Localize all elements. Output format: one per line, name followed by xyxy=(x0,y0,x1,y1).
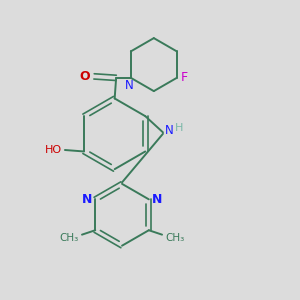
Text: CH₃: CH₃ xyxy=(60,232,79,243)
Text: H: H xyxy=(175,123,184,133)
Text: HO: HO xyxy=(45,145,62,155)
Text: O: O xyxy=(79,70,90,83)
Text: CH₃: CH₃ xyxy=(165,232,184,243)
Text: F: F xyxy=(181,71,188,84)
Text: N: N xyxy=(152,193,162,206)
Text: N: N xyxy=(165,124,174,137)
Text: N: N xyxy=(125,79,134,92)
Text: N: N xyxy=(82,193,92,206)
